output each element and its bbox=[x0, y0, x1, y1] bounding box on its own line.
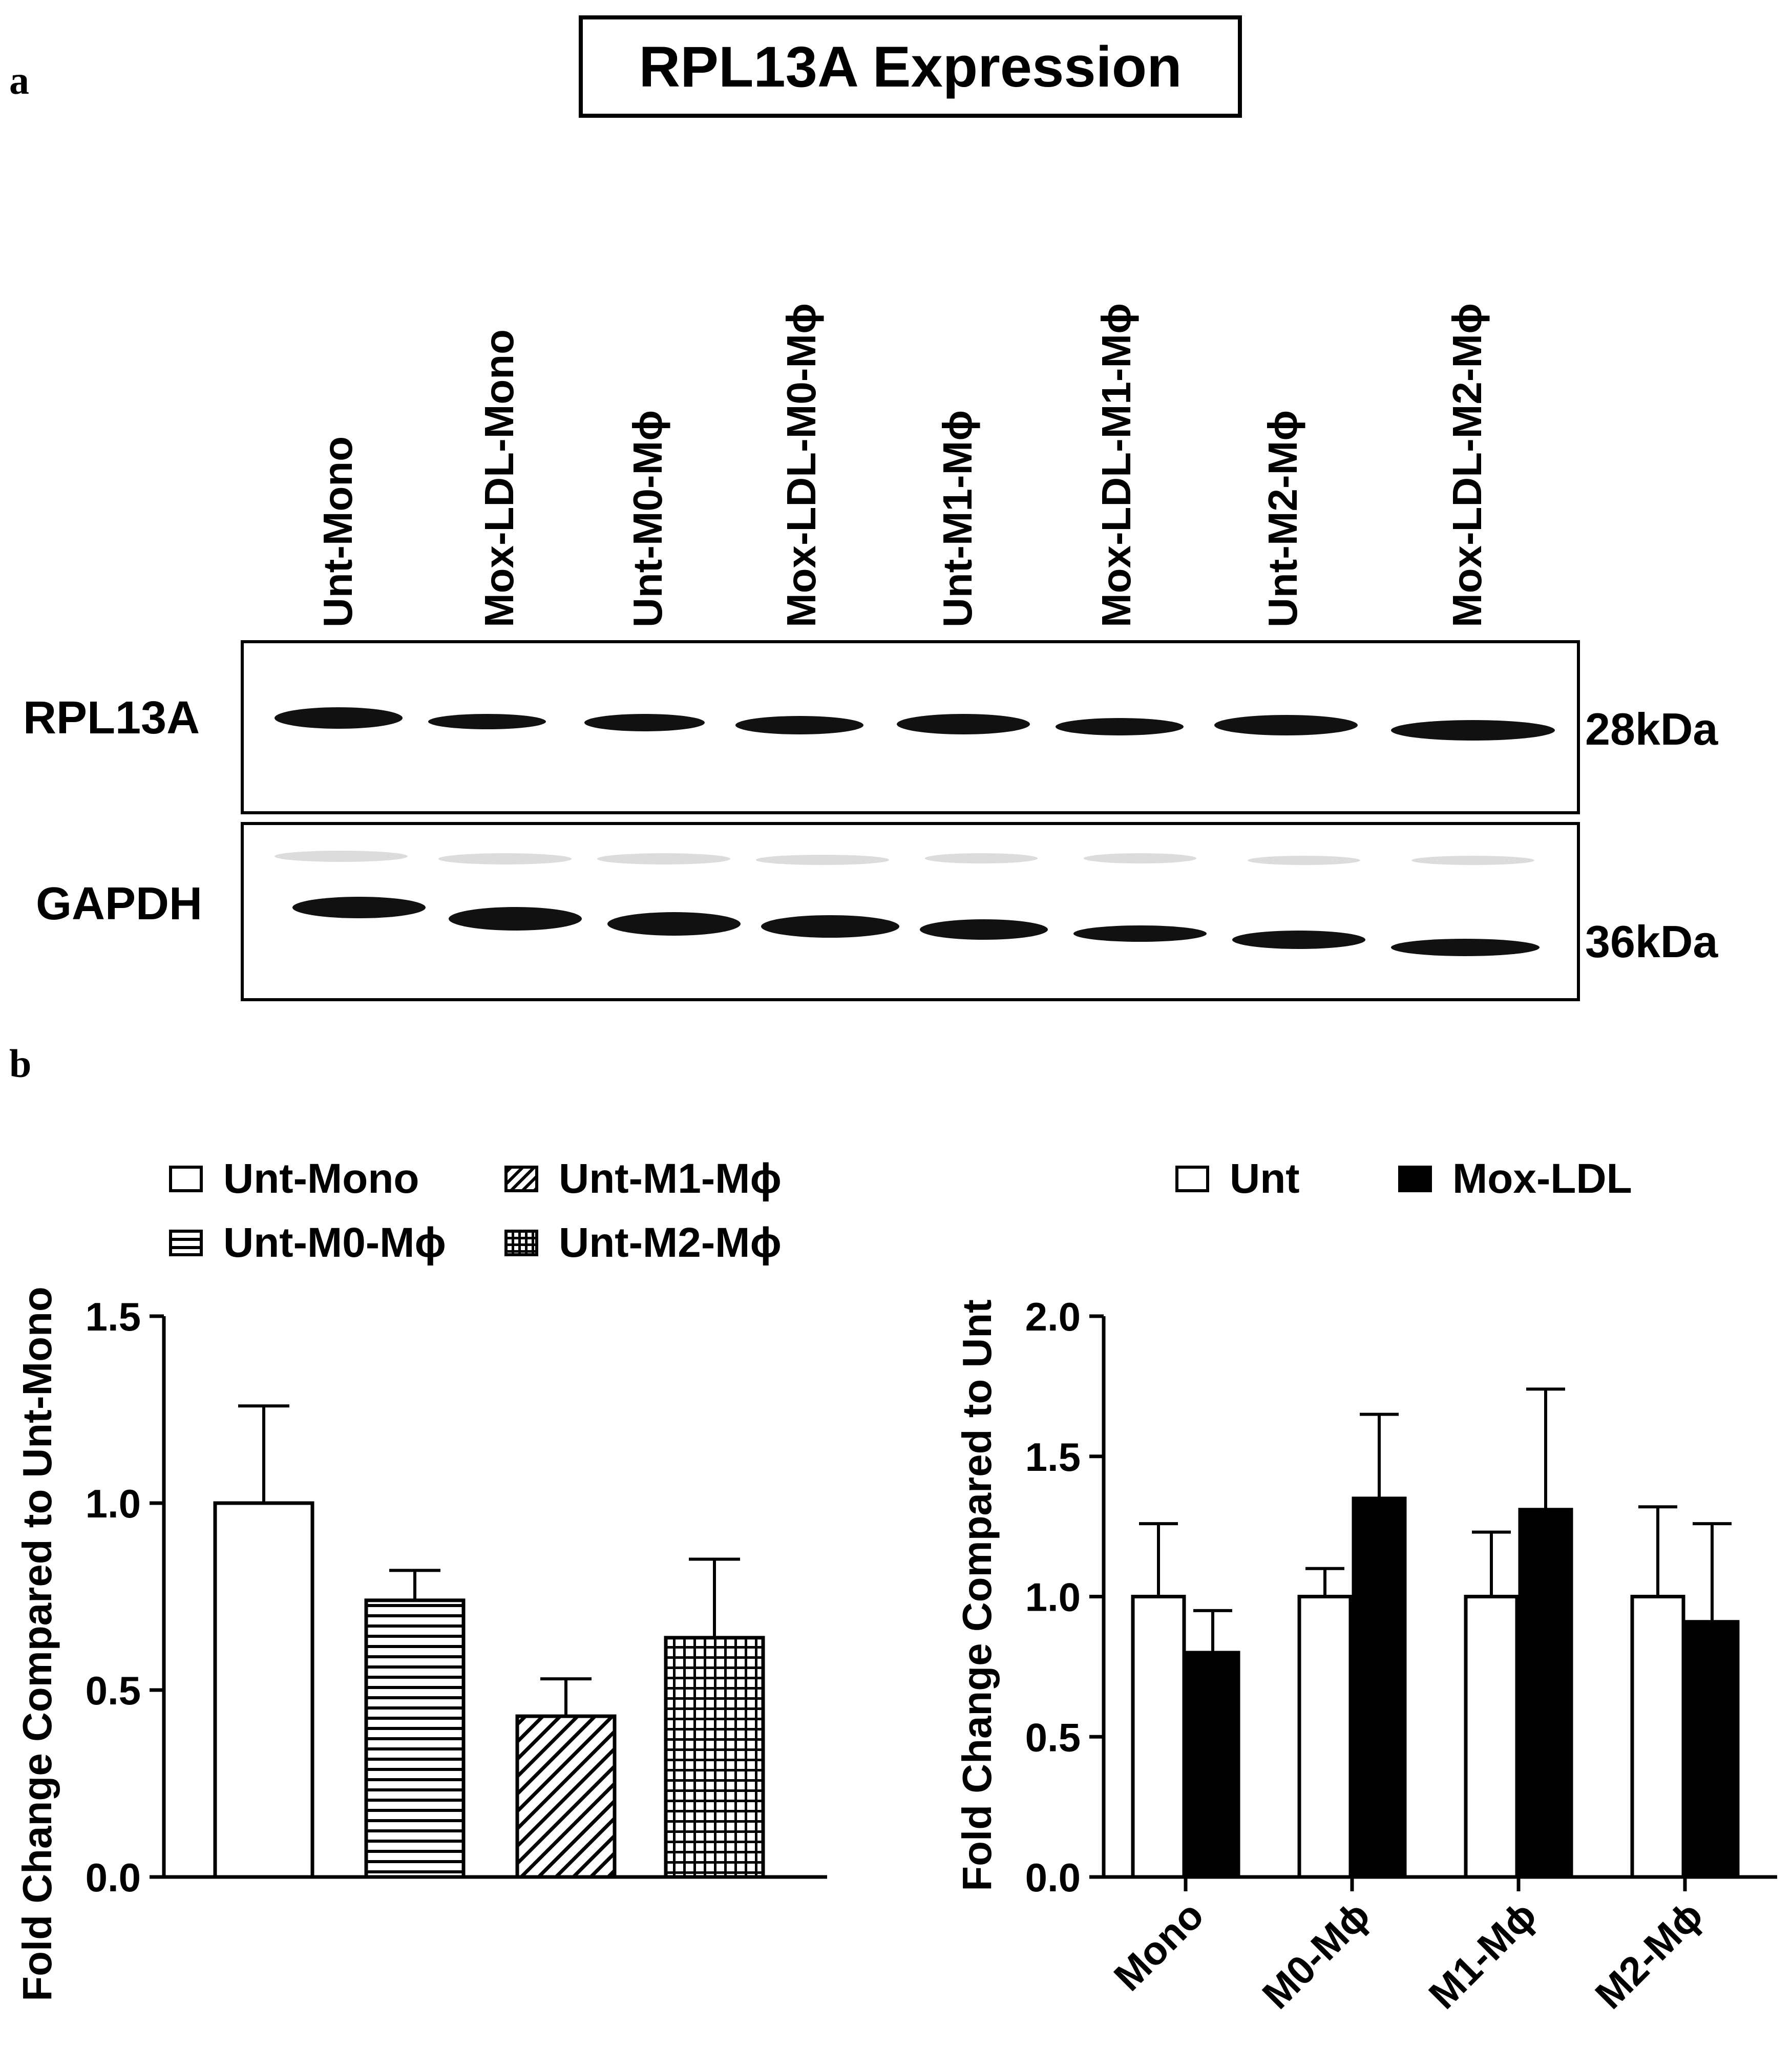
legend-swatch-white bbox=[1175, 1166, 1209, 1192]
bar bbox=[1684, 1620, 1740, 1879]
panel-a-letter: a bbox=[9, 58, 29, 102]
lane-label: Unt-Mono bbox=[315, 436, 361, 627]
kda-label-28: 28kDa bbox=[1585, 704, 1718, 754]
blot-label-gapdh: GAPDH bbox=[36, 878, 203, 930]
bar bbox=[1518, 1508, 1573, 1879]
legend-label: Unt-Mono bbox=[223, 1155, 419, 1202]
x-tick-label: M0-Mϕ bbox=[1254, 1892, 1379, 2017]
legend-item-mox-ldl: Mox-LDL bbox=[1398, 1155, 1632, 1203]
lane-label: Unt-M0-Mϕ bbox=[625, 410, 670, 627]
rpl13a-blot-image bbox=[241, 640, 1580, 814]
x-tick-label: M1-Mϕ bbox=[1420, 1892, 1545, 2017]
y-axis-label: Fold Change Compared to Unt bbox=[954, 1299, 1000, 1891]
y-tick-label: 0.5 bbox=[86, 1668, 141, 1713]
legend-label: Unt-M0-Mϕ bbox=[223, 1219, 446, 1266]
legend-label: Unt-M2-Mϕ bbox=[559, 1219, 782, 1266]
legend-item-unt-m2: Unt-M2-Mϕ bbox=[504, 1219, 782, 1267]
gapdh-blot-image bbox=[241, 822, 1580, 1001]
bar bbox=[1630, 1595, 1685, 1879]
x-tick-label: Mono bbox=[1105, 1892, 1212, 1999]
y-tick-label: 0.5 bbox=[1025, 1715, 1081, 1760]
legend-swatch-horizontal bbox=[169, 1230, 203, 1256]
bar bbox=[515, 1714, 617, 1879]
legend-swatch-grid bbox=[504, 1230, 538, 1256]
legend-label: Mox-LDL bbox=[1452, 1155, 1632, 1202]
blot-label-rpl13a: RPL13A bbox=[23, 692, 200, 744]
y-tick-label: 1.0 bbox=[1025, 1575, 1081, 1620]
legend-swatch-open bbox=[169, 1166, 203, 1192]
y-tick-label: 2.0 bbox=[1025, 1294, 1081, 1339]
y-tick-label: 0.0 bbox=[86, 1855, 141, 1900]
lane-label: Mox-LDL-M2-Mϕ bbox=[1444, 303, 1490, 627]
bar bbox=[364, 1598, 466, 1879]
bar bbox=[213, 1501, 314, 1879]
chart-right: 0.0 0.5 1.0 1.5 2.0 Mono M0-Mϕ M1-Mϕ M2-Mϕ Fold … bbox=[954, 1294, 1777, 2017]
y-axis-label: Fold Change Compared to Unt-Mono bbox=[14, 1286, 60, 2001]
bar bbox=[1352, 1496, 1407, 1879]
legend-item-unt: Unt bbox=[1175, 1155, 1300, 1203]
legend-label: Unt-M1-Mϕ bbox=[559, 1155, 782, 1202]
chart-left: 0.0 0.5 1.0 1.5 Fold Change Compared to Unt… bbox=[14, 1286, 827, 2001]
lane-label: Mox-LDL-M0-Mϕ bbox=[778, 303, 824, 627]
legend-label: Unt bbox=[1230, 1155, 1300, 1202]
y-tick-label: 1.5 bbox=[1025, 1434, 1081, 1480]
bar bbox=[1464, 1595, 1519, 1879]
x-tick-label: M2-Mϕ bbox=[1587, 1892, 1712, 2017]
y-tick-label: 1.5 bbox=[86, 1294, 141, 1339]
y-tick-label: 0.0 bbox=[1025, 1855, 1081, 1900]
legend-item-unt-mono: Unt-Mono bbox=[169, 1155, 419, 1203]
legend-item-unt-m0: Unt-M0-Mϕ bbox=[169, 1219, 446, 1267]
legend-swatch-diagonal bbox=[504, 1166, 538, 1192]
bar bbox=[1131, 1595, 1186, 1879]
bar bbox=[664, 1636, 765, 1879]
figure-title: RPL13A Expression bbox=[579, 15, 1242, 118]
lane-label: Mox-LDL-M1-Mϕ bbox=[1093, 303, 1139, 627]
lane-label: Unt-M2-Mϕ bbox=[1260, 410, 1305, 627]
kda-label-36: 36kDa bbox=[1585, 916, 1718, 967]
bar bbox=[1185, 1651, 1240, 1879]
panel-b-letter: b bbox=[9, 1041, 32, 1086]
bar bbox=[1297, 1595, 1353, 1879]
lane-label: Mox-LDL-Mono bbox=[476, 329, 522, 627]
lane-label: Unt-M1-Mϕ bbox=[935, 410, 980, 627]
y-tick-label: 1.0 bbox=[86, 1481, 141, 1526]
legend-item-unt-m1: Unt-M1-Mϕ bbox=[504, 1155, 782, 1203]
legend-swatch-black bbox=[1398, 1166, 1432, 1192]
